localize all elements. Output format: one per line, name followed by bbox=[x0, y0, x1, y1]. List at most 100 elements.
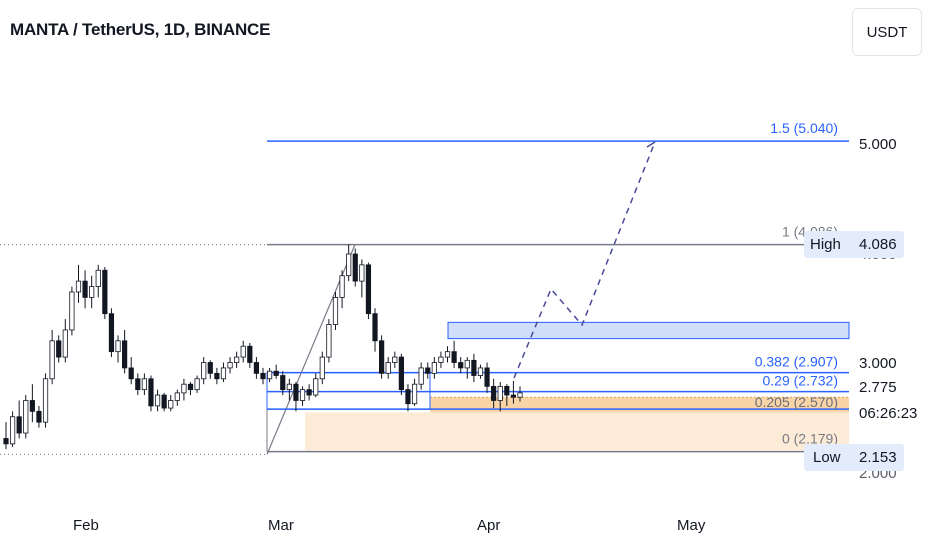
candle-body bbox=[253, 362, 260, 374]
candle-body bbox=[339, 275, 345, 298]
chart-title: MANTA / TetherUS, 1D, BINANCE bbox=[10, 20, 271, 39]
candle-body bbox=[148, 378, 154, 407]
candle-body bbox=[352, 253, 358, 282]
candle-body bbox=[207, 362, 213, 374]
candle-body bbox=[220, 367, 227, 380]
candle-body bbox=[141, 378, 147, 391]
candle-body bbox=[418, 367, 424, 385]
candle-body bbox=[510, 394, 517, 398]
candle-body bbox=[62, 329, 68, 358]
high-badge-label: High bbox=[810, 236, 841, 253]
candle-body bbox=[306, 389, 312, 396]
candle-body bbox=[29, 400, 35, 412]
candle-body bbox=[313, 378, 319, 396]
candle-body bbox=[75, 280, 82, 293]
candle-body bbox=[266, 370, 273, 380]
low-badge-bg bbox=[804, 444, 904, 471]
candle-body bbox=[484, 367, 490, 387]
candle-body bbox=[181, 383, 187, 394]
candle-body bbox=[326, 324, 332, 358]
candle-body bbox=[471, 359, 477, 376]
candle-body bbox=[273, 370, 279, 376]
candle-body bbox=[346, 253, 352, 277]
candle-body bbox=[174, 392, 180, 401]
candle-body bbox=[477, 367, 484, 376]
fib-lines-layer bbox=[0, 140, 849, 455]
candle-body bbox=[3, 438, 9, 445]
candle-body bbox=[16, 416, 22, 434]
fib-level-label: 0.29 (2.732) bbox=[763, 373, 839, 389]
low-badge-label: Low bbox=[813, 449, 841, 466]
candle-body bbox=[240, 345, 246, 358]
candle-body bbox=[451, 351, 457, 363]
candle-body bbox=[464, 359, 470, 369]
candle-body bbox=[49, 340, 55, 380]
candle-body bbox=[385, 362, 391, 374]
projection-layer bbox=[513, 141, 656, 379]
fib-level-label: 0.205 (2.570) bbox=[755, 394, 838, 410]
low-badge-value: 2.153 bbox=[859, 449, 897, 466]
candle-body bbox=[411, 383, 418, 405]
projection-arrowhead bbox=[646, 141, 656, 148]
candle-body bbox=[214, 372, 220, 380]
fib-box bbox=[266, 372, 431, 410]
candle-body bbox=[293, 383, 299, 401]
candle-body bbox=[398, 356, 404, 391]
fib-level-label: 1.5 (5.040) bbox=[770, 120, 838, 136]
candle-body bbox=[234, 356, 240, 363]
candle-body bbox=[280, 375, 286, 391]
projection-path bbox=[513, 141, 656, 379]
candle-body bbox=[299, 389, 306, 401]
price-label-current: 2.775 bbox=[859, 379, 897, 396]
candle-body bbox=[69, 291, 75, 331]
high-badge-bg bbox=[804, 231, 904, 258]
candle-body bbox=[319, 356, 325, 380]
candle-body bbox=[82, 280, 88, 298]
candle-body bbox=[458, 362, 464, 369]
candle-body bbox=[161, 394, 167, 409]
candle-body bbox=[504, 385, 510, 396]
candle-body bbox=[438, 356, 444, 363]
time-label-may: May bbox=[677, 517, 706, 534]
candle-body bbox=[332, 296, 339, 325]
currency-button[interactable]: USDT bbox=[852, 8, 922, 56]
candle-body bbox=[517, 392, 523, 398]
candle-body bbox=[431, 362, 437, 374]
price-label-5000: 5.000 bbox=[859, 136, 897, 153]
candle-body bbox=[247, 345, 253, 363]
candle-body bbox=[491, 385, 497, 401]
candle-body bbox=[95, 269, 101, 287]
zones-layer bbox=[305, 321, 850, 451]
candle-body bbox=[115, 340, 121, 353]
candle-body bbox=[102, 269, 108, 315]
candles-layer bbox=[3, 244, 523, 450]
candle-body bbox=[444, 351, 451, 358]
time-label-feb: Feb bbox=[73, 517, 99, 534]
candle-body bbox=[379, 340, 385, 374]
candle-body bbox=[359, 264, 365, 282]
high-badge-value: 4.086 bbox=[859, 236, 897, 253]
fib-labels-layer: 1.5 (5.040)1 (4.086)0.382 (2.907)0.29 (2… bbox=[755, 120, 838, 446]
candle-body bbox=[89, 286, 95, 298]
time-label-mar: Mar bbox=[268, 517, 294, 534]
candle-body bbox=[201, 362, 207, 380]
resistance-zone bbox=[447, 321, 850, 340]
candle-body bbox=[23, 400, 29, 434]
candle-body bbox=[108, 313, 115, 353]
candle-body bbox=[9, 416, 16, 445]
candle-body bbox=[135, 378, 141, 391]
candle-body bbox=[168, 400, 174, 409]
candle-body bbox=[227, 362, 233, 369]
candle-body bbox=[392, 356, 398, 363]
candle-body bbox=[425, 367, 431, 374]
fib-fill-zone bbox=[305, 412, 849, 451]
fib-level-label: 0.382 (2.907) bbox=[755, 354, 838, 370]
candle-body bbox=[405, 389, 411, 405]
time-label-apr: Apr bbox=[477, 517, 500, 534]
candle-body bbox=[260, 372, 266, 380]
candle-body bbox=[42, 378, 49, 423]
candle-body bbox=[122, 340, 128, 369]
candle-body bbox=[36, 410, 42, 423]
price-label-3000: 3.000 bbox=[859, 355, 897, 372]
